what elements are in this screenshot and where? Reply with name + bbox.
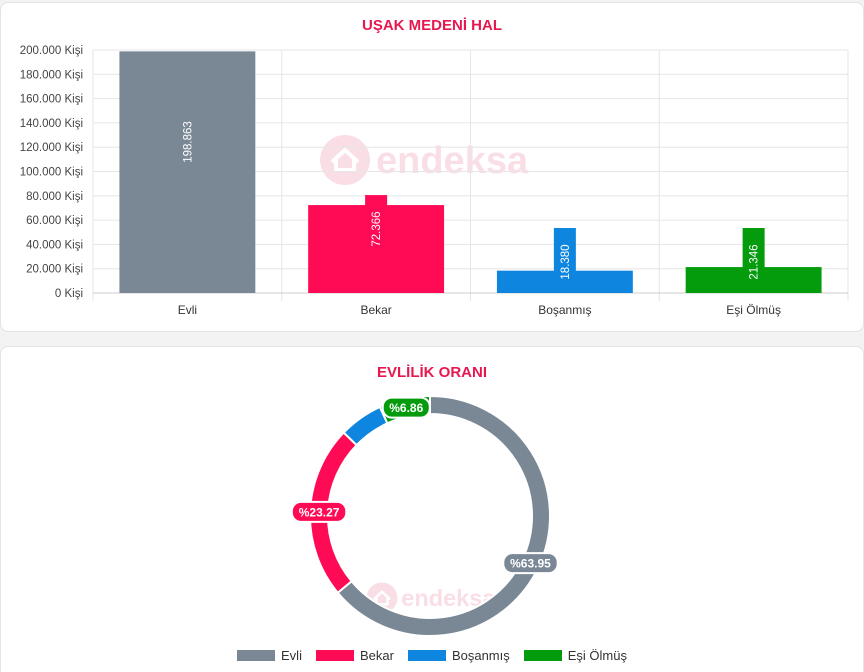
y-tick-label: 60.000 Kişi	[26, 215, 83, 227]
x-tick-label: Eşi Ölmüş	[726, 303, 781, 317]
bar-value-tab	[553, 228, 576, 293]
legend-item[interactable]: Eşi Ölmüş	[523, 648, 627, 663]
legend-label: Eşi Ölmüş	[567, 648, 627, 663]
bar-value-label: 21.346	[749, 244, 761, 279]
donut-legend: Evli Bekar Boşanmış Eşi Ölmüş	[0, 648, 864, 663]
y-tick-label: 40.000 Kişi	[26, 239, 83, 251]
bar-value-label: 198.863	[182, 121, 194, 163]
bar	[119, 51, 256, 293]
watermark-logo-icon	[320, 135, 370, 185]
y-tick-label: 160.000 Kişi	[20, 94, 83, 106]
donut-chart-title: EVLİLİK ORANI	[376, 364, 487, 381]
donut-data-label: %63.95	[510, 557, 551, 571]
legend-swatch	[315, 650, 354, 661]
bar-watermark: endeksa	[320, 135, 529, 185]
donut-data-label-bg	[381, 396, 431, 419]
y-tick-label: 80.000 Kişi	[26, 191, 83, 203]
legend-swatch	[407, 650, 446, 661]
watermark-house-icon	[373, 590, 391, 606]
y-tick-label: 180.000 Kişi	[20, 69, 83, 81]
x-tick-label: Boşanmış	[538, 303, 591, 317]
legend-item[interactable]: Evli	[237, 648, 302, 663]
y-tick-label: 140.000 Kişi	[20, 118, 83, 130]
donut-slice	[342, 405, 389, 447]
legend-label: Boşanmış	[451, 648, 510, 663]
watermark-house-icon	[330, 147, 360, 172]
bar-value-tab	[742, 228, 765, 293]
legend-label: Evli	[281, 648, 302, 663]
legend-item[interactable]: Boşanmış	[407, 648, 510, 663]
bar-value-label: 18.380	[560, 244, 572, 279]
y-tick-label: 0 Kişi	[55, 288, 83, 300]
y-tick-label: 100.000 Kişi	[20, 167, 83, 179]
bar-value-label: 72.366	[371, 211, 383, 246]
bar-chart-title: UŞAK MEDENİ HAL	[361, 17, 502, 34]
donut-data-label: %6.86	[389, 401, 423, 415]
legend-swatch	[523, 650, 562, 661]
donut-data-label-bg	[290, 500, 348, 523]
y-tick-label: 120.000 Kişi	[20, 142, 83, 154]
x-tick-label: Evli	[178, 303, 197, 317]
legend-item[interactable]: Bekar	[315, 648, 394, 663]
legend-label: Bekar	[359, 648, 394, 663]
bar-value-tab	[365, 195, 388, 293]
y-tick-label: 200.000 Kişi	[20, 45, 83, 57]
donut-data-label: %23.27	[299, 505, 340, 519]
y-tick-label: 20.000 Kişi	[26, 264, 83, 276]
x-tick-label: Bekar	[360, 303, 391, 317]
legend-swatch	[237, 650, 276, 661]
watermark-text: endeksa	[376, 140, 529, 182]
donut-data-label-bg	[502, 552, 559, 575]
